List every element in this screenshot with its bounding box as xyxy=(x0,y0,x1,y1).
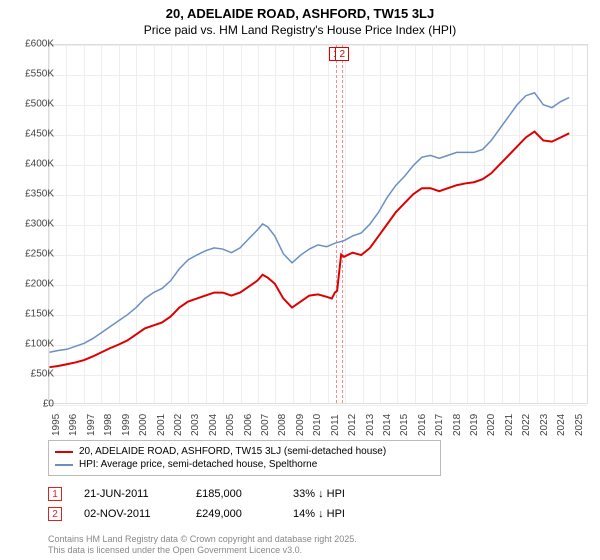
footer-line-1: Contains HM Land Registry data © Crown c… xyxy=(48,534,357,545)
sales-table: 1 21-JUN-2011 £185,000 33% ↓ HPI 2 02-NOV-201… xyxy=(48,487,383,527)
y-tick-label: £500K xyxy=(25,99,54,110)
y-tick-label: £200K xyxy=(25,279,54,290)
legend-swatch xyxy=(55,464,73,466)
x-tick-label: 2014 xyxy=(382,414,393,436)
y-tick-label: £350K xyxy=(25,189,54,200)
y-tick-label: £450K xyxy=(25,129,54,140)
y-tick-label: £100K xyxy=(25,339,54,350)
y-tick-label: £50K xyxy=(31,369,54,380)
x-tick-label: 2015 xyxy=(399,414,410,436)
sale-price: £185,000 xyxy=(196,488,271,500)
x-tick-label: 2024 xyxy=(556,414,567,436)
sale-price: £249,000 xyxy=(196,508,271,520)
sale-marker-ref: 2 xyxy=(48,507,62,521)
sale-row: 1 21-JUN-2011 £185,000 33% ↓ HPI xyxy=(48,487,383,501)
sale-row: 2 02-NOV-2011 £249,000 14% ↓ HPI xyxy=(48,507,383,521)
x-tick-label: 2000 xyxy=(138,414,149,436)
x-tick-label: 2021 xyxy=(504,414,515,436)
sale-date: 02-NOV-2011 xyxy=(84,508,174,520)
x-tick-label: 2020 xyxy=(486,414,497,436)
x-tick-label: 2025 xyxy=(574,414,585,436)
footer-attribution: Contains HM Land Registry data © Crown c… xyxy=(48,534,357,557)
x-tick-label: 2007 xyxy=(260,414,271,436)
y-tick-label: £0 xyxy=(43,399,54,410)
chart-plot-area: 12 xyxy=(48,44,588,404)
legend-item: HPI: Average price, semi-detached house,… xyxy=(55,458,434,471)
x-tick-label: 2002 xyxy=(173,414,184,436)
x-tick-label: 2017 xyxy=(434,414,445,436)
series-hpi xyxy=(50,93,570,353)
chart-title: 20, ADELAIDE ROAD, ASHFORD, TW15 3LJ xyxy=(0,0,600,21)
x-tick-label: 2010 xyxy=(312,414,323,436)
x-tick-label: 2006 xyxy=(243,414,254,436)
chart-subtitle: Price paid vs. HM Land Registry's House … xyxy=(0,21,600,41)
sale-marker-ref: 1 xyxy=(48,487,62,501)
x-tick-label: 2018 xyxy=(452,414,463,436)
x-tick-label: 2003 xyxy=(190,414,201,436)
legend-swatch xyxy=(55,451,73,453)
legend-label: HPI: Average price, semi-detached house,… xyxy=(79,459,317,470)
y-tick-label: £150K xyxy=(25,309,54,320)
sale-delta: 33% ↓ HPI xyxy=(293,488,383,500)
x-tick-label: 2011 xyxy=(330,414,341,436)
x-tick-label: 2001 xyxy=(156,414,167,436)
x-tick-label: 2012 xyxy=(347,414,358,436)
y-tick-label: £550K xyxy=(25,69,54,80)
y-tick-label: £600K xyxy=(25,39,54,50)
x-tick-label: 2013 xyxy=(365,414,376,436)
y-tick-label: £250K xyxy=(25,249,54,260)
x-tick-label: 1998 xyxy=(103,414,114,436)
x-tick-label: 2004 xyxy=(208,414,219,436)
legend: 20, ADELAIDE ROAD, ASHFORD, TW15 3LJ (se… xyxy=(48,440,441,476)
x-tick-label: 1997 xyxy=(86,414,97,436)
x-tick-label: 2005 xyxy=(225,414,236,436)
legend-label: 20, ADELAIDE ROAD, ASHFORD, TW15 3LJ (se… xyxy=(79,446,386,457)
x-tick-label: 2023 xyxy=(539,414,550,436)
x-tick-label: 2009 xyxy=(295,414,306,436)
chart-lines xyxy=(49,45,587,403)
legend-item: 20, ADELAIDE ROAD, ASHFORD, TW15 3LJ (se… xyxy=(55,445,434,458)
y-tick-label: £400K xyxy=(25,159,54,170)
x-tick-label: 1996 xyxy=(68,414,79,436)
y-tick-label: £300K xyxy=(25,219,54,230)
x-tick-label: 1999 xyxy=(121,414,132,436)
x-tick-label: 2019 xyxy=(469,414,480,436)
sale-date: 21-JUN-2011 xyxy=(84,488,174,500)
x-tick-label: 2022 xyxy=(521,414,532,436)
x-tick-label: 2008 xyxy=(277,414,288,436)
x-tick-label: 2016 xyxy=(417,414,428,436)
footer-line-2: This data is licensed under the Open Gov… xyxy=(48,545,357,556)
sale-delta: 14% ↓ HPI xyxy=(293,508,383,520)
x-tick-label: 1995 xyxy=(51,414,62,436)
